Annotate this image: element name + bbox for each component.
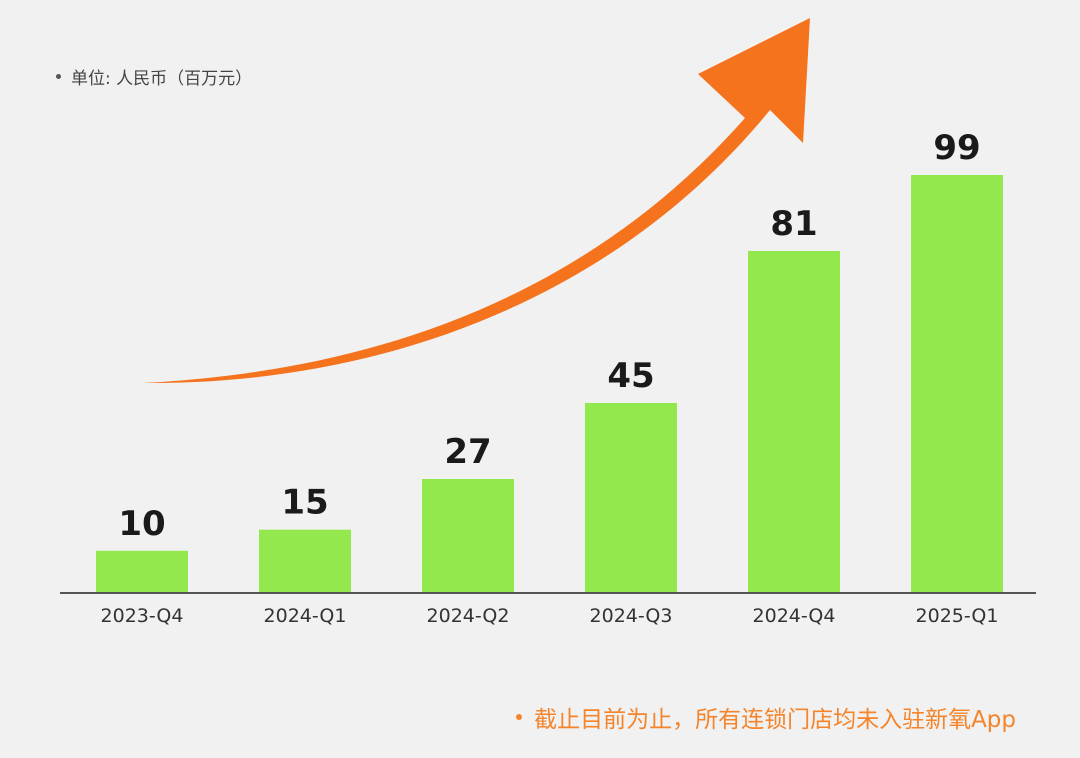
data-label-2023-Q4: 10 bbox=[118, 504, 165, 544]
bullet-dot-icon bbox=[56, 74, 61, 79]
bar-2024-Q4 bbox=[748, 251, 840, 593]
bar-2024-Q2 bbox=[422, 479, 514, 593]
bar-2023-Q4 bbox=[96, 550, 188, 593]
bullet-dot-icon bbox=[516, 714, 523, 720]
x-tick-label-2024-Q3: 2024-Q3 bbox=[590, 605, 673, 627]
data-label-2024-Q3: 45 bbox=[607, 356, 654, 396]
x-tick-label-2024-Q4: 2024-Q4 bbox=[753, 605, 836, 627]
x-tick-label-2025-Q1: 2025-Q1 bbox=[916, 605, 999, 627]
data-label-2025-Q1: 99 bbox=[933, 128, 980, 168]
footnote-text: 截止目前为止，所有连锁门店均未入驻新氧App bbox=[534, 707, 1016, 733]
trend-arrow-icon bbox=[143, 18, 810, 384]
bar-2025-Q1 bbox=[911, 175, 1003, 593]
x-tick-label-2024-Q1: 2024-Q1 bbox=[264, 605, 347, 627]
footnote: 截止目前为止，所有连锁门店均未入驻新氧App bbox=[516, 700, 1016, 734]
data-label-2024-Q1: 15 bbox=[281, 483, 328, 523]
x-tick-label-2023-Q4: 2023-Q4 bbox=[101, 605, 184, 627]
bar-2024-Q3 bbox=[585, 403, 677, 593]
x-tick-label-2024-Q2: 2024-Q2 bbox=[427, 605, 510, 627]
data-label-2024-Q4: 81 bbox=[770, 204, 817, 244]
unit-note: 单位: 人民币（百万元） bbox=[56, 64, 252, 89]
data-label-2024-Q2: 27 bbox=[444, 432, 491, 472]
bar-2024-Q1 bbox=[259, 529, 351, 593]
unit-note-text: 单位: 人民币（百万元） bbox=[71, 69, 253, 89]
